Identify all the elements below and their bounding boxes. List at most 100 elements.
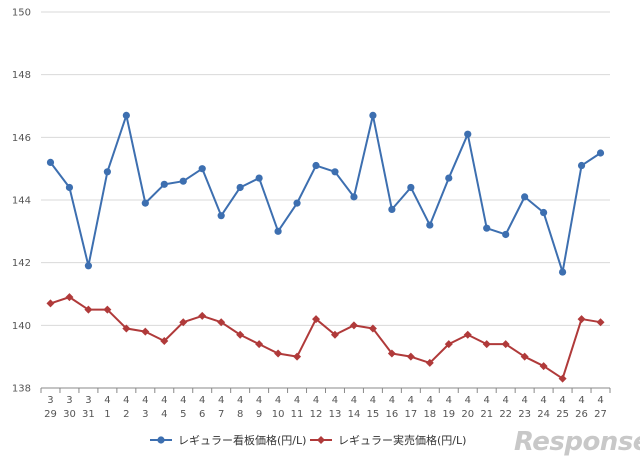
x-tick-label-month: 4 (446, 395, 452, 406)
data-point-diamond (406, 352, 415, 361)
y-tick-label: 146 (12, 133, 31, 144)
data-point-circle (407, 183, 415, 192)
x-tick-label-month: 4 (237, 395, 243, 406)
x-tick-label-day: 30 (63, 409, 76, 420)
legend: レギュラー看板価格(円/L) レギュラー実売価格(円/L) (150, 433, 466, 447)
x-tick-label-day: 2 (123, 409, 129, 420)
watermark-text: Response. (514, 427, 640, 457)
x-tick-label-month: 4 (256, 395, 262, 406)
data-point-diamond (330, 330, 339, 339)
data-point-circle (65, 183, 74, 192)
data-point-diamond (255, 340, 264, 349)
x-tick-label-day: 26 (575, 409, 588, 420)
data-point-circle (369, 111, 377, 119)
x-tick-label-month: 4 (559, 395, 565, 406)
grid-lines (41, 11, 610, 326)
x-tick-label-month: 4 (104, 395, 110, 406)
data-point-circle (521, 193, 529, 201)
data-point-diamond (46, 299, 55, 308)
x-tick-label-month: 4 (540, 395, 546, 406)
x-tick-label-month: 4 (180, 395, 186, 406)
data-point-circle (312, 161, 320, 170)
x-tick-label-day: 19 (442, 409, 455, 420)
x-tick-label-month: 4 (578, 395, 584, 406)
data-point-circle (558, 268, 567, 276)
x-tick-label-month: 4 (218, 395, 224, 406)
x-tick-label-day: 24 (537, 409, 550, 420)
data-point-diamond (236, 330, 245, 339)
x-tick-label-month: 4 (408, 395, 414, 406)
x-tick-label-day: 14 (348, 409, 361, 420)
legend-label-1: レギュラー看板価格(円/L) (178, 433, 306, 447)
data-point-circle (464, 130, 472, 138)
data-point-circle (217, 212, 225, 220)
data-point-diamond (293, 352, 302, 361)
x-tick-label-day: 20 (461, 409, 474, 420)
x-tick-label-day: 21 (480, 409, 493, 420)
x-tick-label-day: 17 (404, 409, 417, 420)
data-point-circle (274, 227, 282, 235)
data-point-diamond (539, 362, 548, 371)
x-tick-label-month: 4 (597, 395, 603, 406)
x-tick-label-month: 4 (294, 395, 300, 406)
x-tick-label-day: 3 (142, 409, 148, 420)
x-tick-label-day: 6 (199, 409, 205, 420)
data-point-diamond (217, 318, 226, 327)
data-point-diamond (122, 324, 131, 333)
x-axis: 3293303314142434445464748494104114124134… (40, 387, 611, 420)
x-tick-label-day: 22 (499, 409, 512, 420)
x-tick-label-day: 25 (556, 409, 569, 420)
x-tick-label-month: 4 (351, 395, 357, 406)
y-tick-label: 144 (12, 196, 31, 207)
data-point-diamond (425, 358, 434, 367)
y-tick-label: 142 (12, 258, 31, 269)
x-tick-label-day: 31 (82, 409, 95, 420)
x-tick-label-month: 4 (502, 395, 508, 406)
data-point-circle (293, 199, 301, 207)
data-point-circle (103, 168, 111, 176)
data-point-circle (141, 199, 149, 207)
x-tick-label-day: 5 (180, 409, 186, 420)
series-group (46, 111, 605, 383)
x-tick-label-month: 4 (389, 395, 395, 406)
x-tick-label-month: 4 (521, 395, 527, 406)
x-tick-label-month: 4 (465, 395, 471, 406)
x-tick-label-month: 4 (370, 395, 376, 406)
data-point-diamond (482, 340, 491, 349)
series-line-2 (50, 296, 601, 380)
data-point-diamond (387, 349, 396, 358)
data-point-diamond (558, 374, 567, 383)
data-point-circle (577, 161, 586, 170)
data-point-circle (540, 208, 548, 217)
data-point-circle (179, 177, 187, 185)
x-tick-label-day: 11 (291, 409, 304, 420)
legend-label-2: レギュラー実売価格(円/L) (338, 433, 466, 447)
x-tick-label-month: 3 (66, 395, 72, 406)
x-tick-label-month: 4 (161, 395, 167, 406)
x-tick-label-day: 27 (594, 409, 607, 420)
data-point-diamond (312, 315, 321, 324)
data-point-diamond (501, 340, 510, 349)
legend-marker-diamond (317, 436, 325, 444)
data-point-diamond (520, 352, 529, 361)
x-tick-label-month: 4 (427, 395, 433, 406)
data-point-circle (236, 183, 244, 192)
data-point-diamond (179, 318, 188, 327)
x-tick-label-day: 29 (44, 409, 57, 420)
data-point-circle (122, 111, 130, 119)
y-tick-label: 148 (12, 70, 31, 81)
x-tick-label-day: 8 (237, 409, 243, 420)
data-point-diamond (577, 315, 586, 324)
data-point-diamond (65, 293, 74, 302)
y-tick-label: 138 (12, 384, 31, 395)
x-tick-label-day: 10 (272, 409, 285, 420)
data-point-circle (331, 168, 339, 176)
data-point-circle (255, 174, 263, 182)
x-tick-label-day: 23 (518, 409, 531, 420)
data-point-diamond (198, 311, 207, 320)
data-point-circle (445, 174, 453, 182)
x-tick-label-month: 4 (199, 395, 205, 406)
x-tick-label-month: 4 (332, 395, 338, 406)
data-point-circle (502, 230, 510, 239)
